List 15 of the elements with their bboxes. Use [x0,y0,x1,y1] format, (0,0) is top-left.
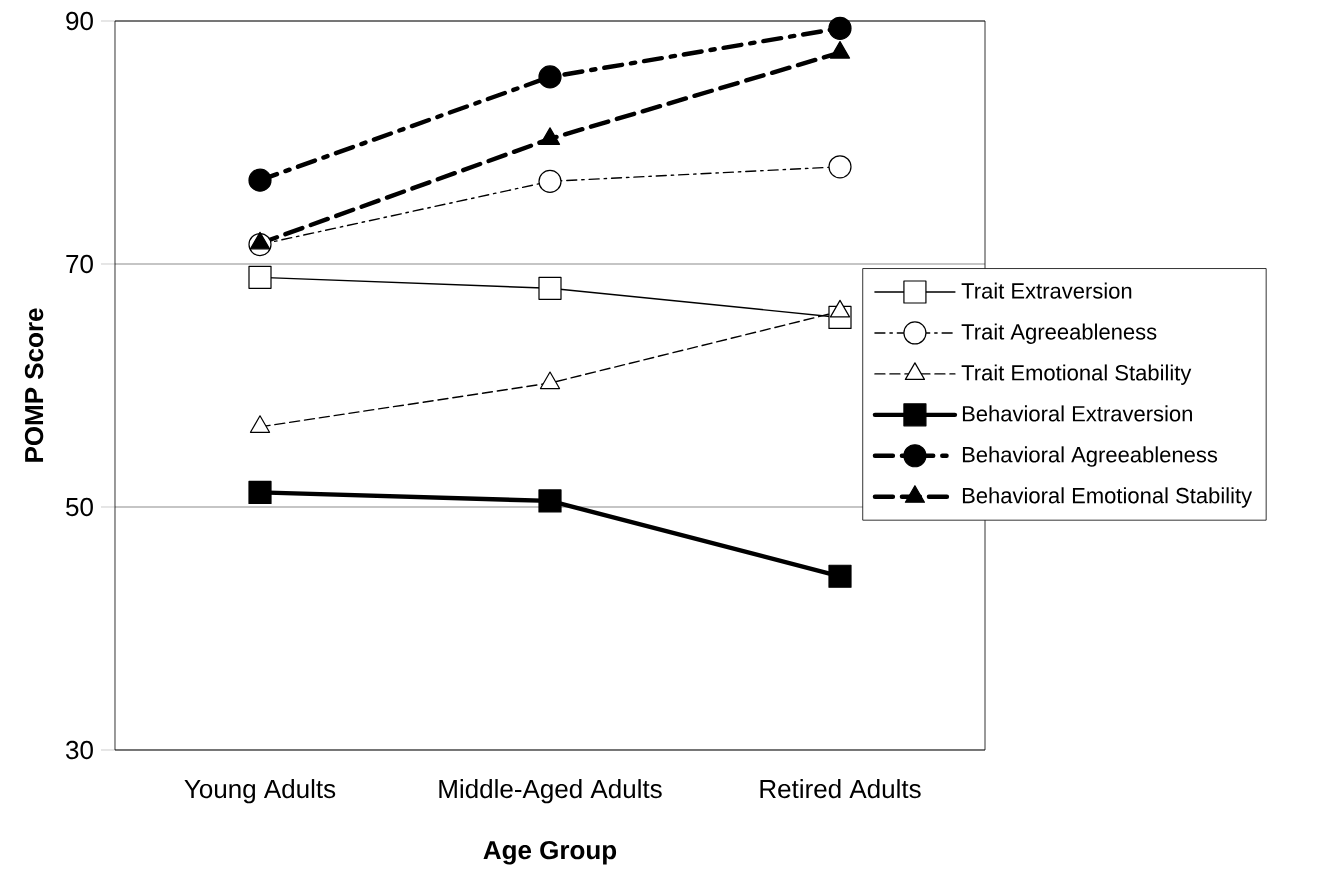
legend-label: Trait Emotional Stability [961,364,1192,385]
x-tick-label: Retired Adults [760,779,921,799]
x-axis-title: Age Group [483,840,617,865]
y-tick-label: 30 [66,740,93,760]
y-tick-label: 50 [66,497,93,517]
legend-label: Behavioral Extraversion [962,405,1192,422]
legend-label: Behavioral Agreeableness [962,446,1218,467]
legend-label: Trait Agreeableness [961,323,1157,344]
x-tick-label: Young Adults [184,779,336,804]
y-tick-label: 70 [66,254,93,274]
legend-label: Trait Extraversion [961,282,1132,299]
legend-label: Behavioral Emotional Stability [962,487,1253,508]
y-tick-label: 90 [66,11,93,31]
y-axis-title: POMP Score [24,308,44,462]
x-tick-label: Middle-Aged Adults [439,779,662,804]
